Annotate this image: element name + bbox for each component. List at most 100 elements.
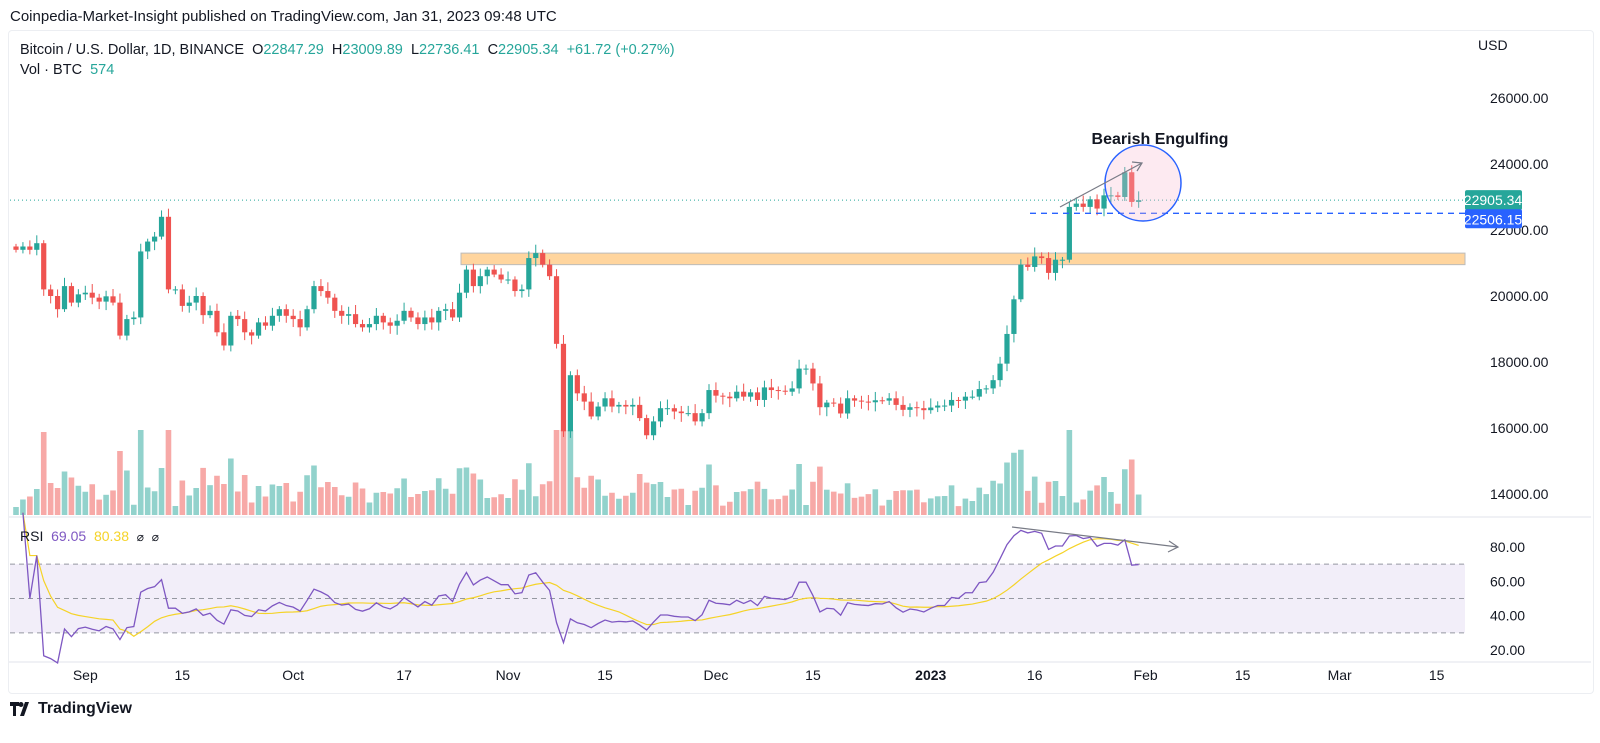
candle-body xyxy=(609,398,615,407)
volume-bar xyxy=(678,488,685,515)
volume-bar xyxy=(13,507,19,515)
candle-body xyxy=(48,289,54,296)
candle-body xyxy=(1052,259,1059,273)
candle-body xyxy=(152,236,158,242)
volume-bar xyxy=(179,480,186,515)
volume-label: Vol · BTC xyxy=(20,62,83,78)
volume-bar xyxy=(331,487,338,515)
candle-body xyxy=(200,296,206,316)
volume-bar xyxy=(546,481,553,515)
candle-body xyxy=(1094,199,1100,209)
candle-body xyxy=(207,310,213,316)
volume-bar xyxy=(311,465,317,515)
volume-bar xyxy=(858,496,865,515)
volume-bar xyxy=(338,495,345,515)
candle-body xyxy=(61,286,68,310)
volume-bar xyxy=(1135,494,1142,515)
price-axis-label: 16000.00 xyxy=(1490,420,1549,436)
candle-body xyxy=(463,269,470,293)
volume-bar xyxy=(463,467,470,515)
arrow-head-icon xyxy=(1167,540,1180,553)
volume-bar xyxy=(82,491,89,515)
candle-body xyxy=(872,400,878,403)
volume-bar xyxy=(512,479,518,515)
volume-bar xyxy=(1024,490,1031,515)
candle-body xyxy=(332,297,338,311)
candle-body xyxy=(581,393,587,402)
candle-body xyxy=(1025,264,1031,267)
volume-bar xyxy=(401,478,407,515)
candle-body xyxy=(269,315,276,326)
hidden-icon[interactable]: ⌀ xyxy=(136,530,145,544)
volume-bar xyxy=(990,480,996,515)
rsi-divergence-arrow xyxy=(1011,526,1179,548)
candle-body xyxy=(567,375,573,432)
tradingview-logo-icon xyxy=(10,702,29,716)
volume-bar xyxy=(907,490,913,515)
volume-bar xyxy=(976,487,983,515)
volume-bar xyxy=(1094,485,1100,515)
volume-bar xyxy=(685,505,692,515)
volume-bar xyxy=(1052,481,1059,515)
candle-body xyxy=(408,310,414,318)
tradingview-logo[interactable]: TradingView xyxy=(10,700,132,718)
volume-bar xyxy=(553,430,560,515)
volume-bar xyxy=(137,430,144,515)
support-resistance-zone xyxy=(460,252,1466,266)
volume-bar xyxy=(567,430,574,515)
candle-body xyxy=(768,387,774,391)
volume-bar xyxy=(657,482,664,515)
volume-bar xyxy=(643,482,650,515)
candle-body xyxy=(796,368,802,389)
volume-bar xyxy=(1108,492,1114,515)
volume-bar xyxy=(1018,449,1024,515)
candle-body xyxy=(976,389,982,397)
candle-body xyxy=(165,216,172,290)
volume-bar xyxy=(422,491,428,515)
candle-body xyxy=(817,383,823,408)
volume-bar xyxy=(761,488,768,515)
candle-body xyxy=(1073,203,1079,207)
candle-body xyxy=(103,296,109,302)
candle-body xyxy=(249,332,255,336)
candle-body xyxy=(484,269,490,277)
volume-bar xyxy=(865,494,872,515)
candle-body xyxy=(955,399,962,401)
rsi-ma-line xyxy=(22,512,1139,638)
volume-bar xyxy=(983,494,989,515)
candle-body xyxy=(68,286,75,303)
volume-bar xyxy=(498,494,504,515)
volume-bar xyxy=(228,458,234,515)
volume-bar xyxy=(671,489,678,515)
volume-bar xyxy=(262,496,269,515)
candle-body xyxy=(325,291,331,298)
candle-body xyxy=(747,392,754,397)
candle-body xyxy=(318,286,324,292)
volume-bar xyxy=(373,492,380,515)
candle-body xyxy=(1129,172,1135,202)
hidden-icon[interactable]: ⌀ xyxy=(151,530,160,544)
candle-body xyxy=(283,309,289,316)
volume-bar xyxy=(255,486,262,515)
candle-body xyxy=(1101,195,1107,209)
volume-bar xyxy=(810,481,816,515)
candle-body xyxy=(158,216,165,237)
candle-body xyxy=(193,296,199,303)
volume-bar xyxy=(117,451,123,515)
volume-bar xyxy=(158,468,165,515)
candle-body xyxy=(1018,264,1024,300)
candle-body xyxy=(110,296,116,303)
volume-bar xyxy=(713,485,719,515)
candle-body xyxy=(394,320,400,326)
volume-bar xyxy=(380,492,387,515)
candle-body xyxy=(616,404,622,407)
candle-body xyxy=(983,388,989,390)
volume-bar xyxy=(318,487,324,515)
candle-body xyxy=(1087,199,1093,207)
volume-bar xyxy=(1059,496,1066,515)
volume-bar xyxy=(941,496,948,515)
time-axis-label: 2023 xyxy=(915,667,946,683)
volume-bar xyxy=(214,475,220,515)
volume-bar xyxy=(505,498,511,515)
